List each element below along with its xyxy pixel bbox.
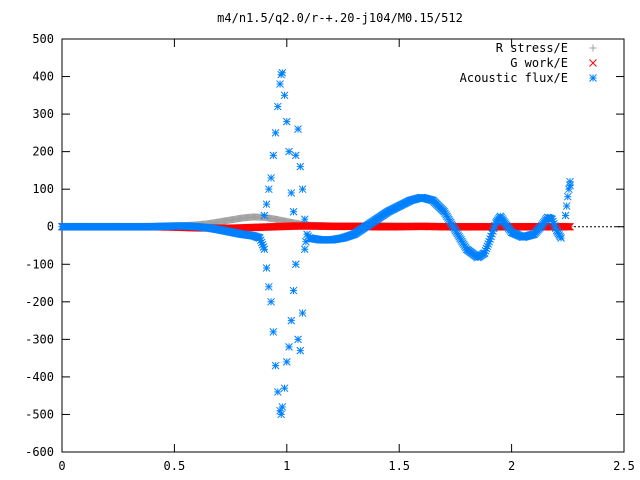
data-point-acoustic-flux-e: [280, 91, 289, 100]
data-point-acoustic-flux-e: [566, 181, 574, 190]
data-point-acoustic-flux-e: [278, 403, 287, 411]
y-tick-label: 400: [32, 70, 54, 84]
y-tick-label: 300: [32, 107, 54, 121]
data-point-g-work-e: [564, 222, 572, 231]
data-point-acoustic-flux-e: [300, 215, 309, 224]
chart-title: m4/n1.5/q2.0/r-+.20-j104/M0.15/512: [217, 11, 463, 25]
y-tick-label: 0: [47, 220, 54, 234]
data-point-acoustic-flux-e: [561, 211, 570, 220]
x-tick-label: 0: [58, 459, 65, 473]
data-point-acoustic-flux-e: [269, 151, 278, 160]
data-point-acoustic-flux-e: [291, 151, 300, 160]
data-point-acoustic-flux-e: [298, 185, 307, 194]
y-tick-label: -200: [25, 295, 54, 309]
data-point-acoustic-flux-e: [289, 207, 298, 216]
data-point-acoustic-flux-e: [285, 343, 293, 351]
data-point-acoustic-flux-e: [298, 309, 307, 317]
data-point-acoustic-flux-e: [289, 286, 298, 295]
data-point-acoustic-flux-e: [262, 200, 271, 209]
x-tick-label: 2: [508, 459, 515, 473]
data-point-acoustic-flux-e: [294, 125, 302, 133]
data-point-acoustic-flux-e: [291, 260, 300, 269]
x-axis: 0 0.5 1 1.5 2 2.5: [58, 39, 635, 473]
data-point-acoustic-flux-e: [300, 245, 309, 254]
y-tick-label: -300: [25, 332, 54, 346]
data-point-acoustic-flux-e: [273, 388, 282, 396]
data-point-g-work-e: [566, 222, 574, 231]
data-point-acoustic-flux-e: [271, 361, 280, 370]
y-tick-label: 100: [32, 182, 54, 196]
data-point-acoustic-flux-e: [563, 192, 572, 201]
y-axis: 500 400 300 200 100 0 -100 -200 -300 -400 -500 -600: [25, 32, 624, 459]
legend-label: G work/E: [510, 56, 568, 70]
data-point-acoustic-flux-e: [287, 189, 296, 197]
plot-frame: [61, 38, 625, 453]
data-point-acoustic-flux-e: [282, 358, 291, 366]
y-tick-label: -400: [25, 370, 54, 384]
data-point-acoustic-flux-e: [557, 234, 565, 242]
legend-marker: [589, 74, 597, 82]
data-point-g-work-e: [562, 222, 571, 231]
x-tick-label: 2.5: [613, 459, 635, 473]
data-point-acoustic-flux-e: [285, 147, 293, 156]
data-point-g-work-e: [563, 222, 572, 231]
legend-marker: [589, 59, 597, 67]
legend-marker: [589, 44, 597, 52]
y-tick-label: 500: [32, 32, 54, 46]
data-point-acoustic-flux-e: [276, 80, 284, 88]
data-point-acoustic-flux-e: [269, 328, 278, 336]
y-tick-label: -100: [25, 257, 54, 271]
data-point-g-work-e: [565, 222, 573, 231]
data-point-acoustic-flux-e: [260, 245, 269, 254]
x-tick-label: 1: [283, 459, 290, 473]
data-point-acoustic-flux-e: [260, 211, 269, 220]
data-point-acoustic-flux-e: [296, 346, 305, 355]
y-tick-label: 200: [32, 145, 54, 159]
legend-label: R stress/E: [496, 41, 568, 55]
data-point-acoustic-flux-e: [277, 410, 286, 419]
y-tick-label: -500: [25, 407, 54, 421]
data-point-acoustic-flux-e: [267, 297, 275, 306]
x-tick-label: 0.5: [164, 459, 186, 473]
data-point-acoustic-flux-e: [562, 202, 571, 210]
data-point-acoustic-flux-e: [264, 282, 273, 291]
data-point-acoustic-flux-e: [271, 129, 280, 137]
x-tick-label: 1.5: [388, 459, 410, 473]
data-point-acoustic-flux-e: [294, 335, 302, 344]
data-point-acoustic-flux-e: [267, 174, 275, 182]
data-point-acoustic-flux-e: [287, 316, 296, 325]
data-point-acoustic-flux-e: [273, 102, 282, 111]
data-point-acoustic-flux-e: [282, 117, 291, 126]
data-point-acoustic-flux-e: [278, 68, 287, 77]
data-point-acoustic-flux-e: [280, 384, 289, 393]
y-tick-label: -600: [25, 445, 54, 459]
data-point-acoustic-flux-e: [264, 185, 273, 194]
legend-label: Acoustic flux/E: [460, 71, 568, 85]
data-point-acoustic-flux-e: [262, 264, 271, 272]
data-points: [58, 68, 574, 419]
data-point-acoustic-flux-e: [296, 162, 305, 171]
